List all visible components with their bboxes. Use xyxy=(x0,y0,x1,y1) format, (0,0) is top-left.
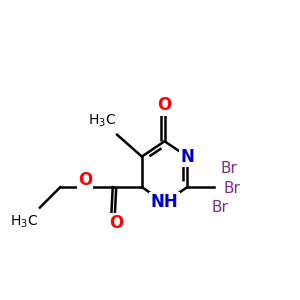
Text: N: N xyxy=(180,148,194,166)
Text: Br: Br xyxy=(212,200,228,215)
Text: NH: NH xyxy=(151,194,178,211)
Text: H$_3$C: H$_3$C xyxy=(10,214,38,230)
Text: H$_3$C: H$_3$C xyxy=(88,112,116,129)
Text: Br: Br xyxy=(223,181,240,196)
Text: O: O xyxy=(158,96,172,114)
Text: Br: Br xyxy=(220,161,237,176)
Text: O: O xyxy=(110,214,124,232)
Text: O: O xyxy=(78,171,92,189)
